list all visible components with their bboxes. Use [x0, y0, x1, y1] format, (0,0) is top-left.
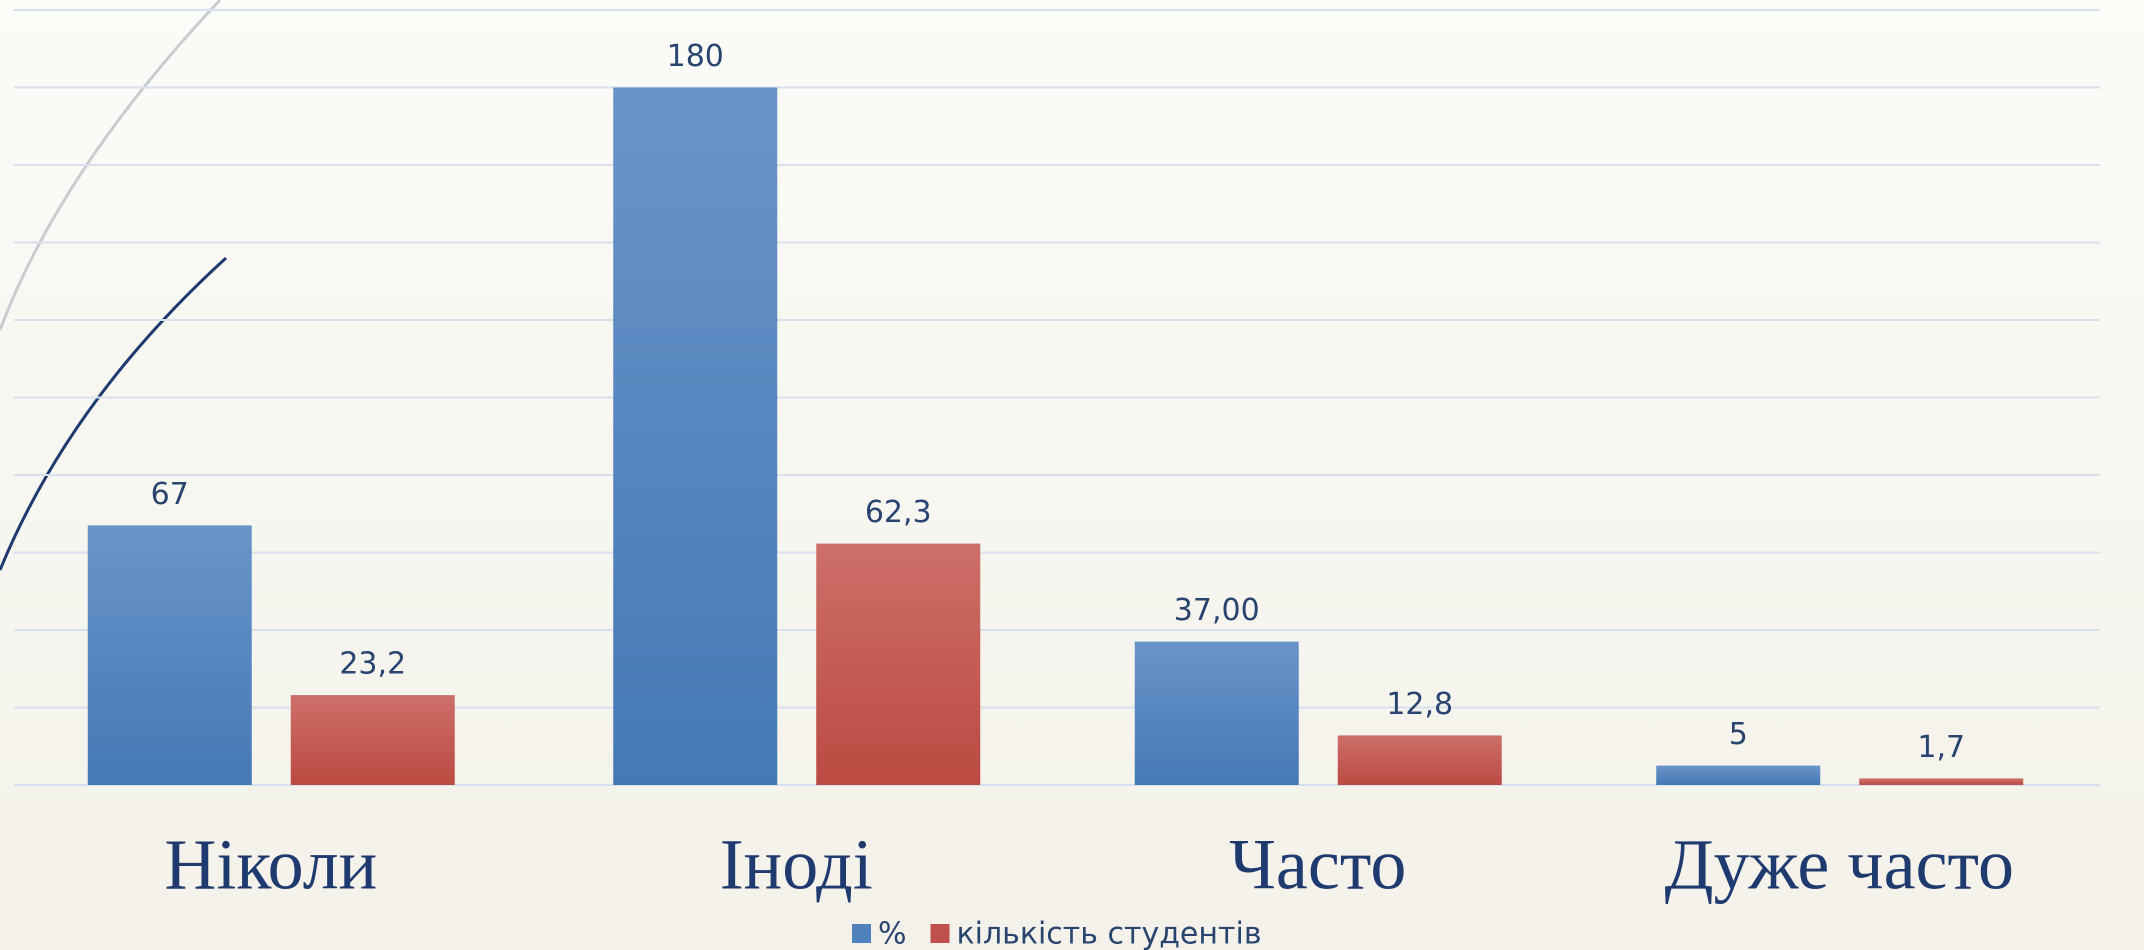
decoration-arc — [0, 0, 222, 331]
data-label: 12,8 — [1386, 687, 1453, 722]
bar — [290, 695, 455, 785]
data-label: 37,00 — [1174, 593, 1260, 628]
data-label: 23,2 — [339, 647, 406, 682]
data-label: 67 — [151, 477, 189, 512]
data-label: 5 — [1729, 717, 1748, 752]
x-tick-label: Ніколи — [164, 825, 377, 905]
plot: Ніколи 67 23,2 Іноді 180 62,3 Часто 37,00 12,8 Ду… — [14, 9, 2100, 950]
bar — [87, 525, 252, 785]
bar — [613, 87, 778, 785]
bar — [1134, 641, 1299, 785]
legend-swatch — [852, 924, 871, 943]
data-label: 1,7 — [1917, 730, 1965, 765]
data-label: 180 — [667, 39, 724, 74]
x-tick-label: Часто — [1229, 825, 1406, 905]
bar — [816, 543, 981, 785]
bar — [1859, 778, 2024, 785]
bar — [1656, 765, 1821, 785]
legend-label: кількість студентів — [957, 917, 1262, 950]
data-label: 62,3 — [865, 495, 932, 530]
legend-label: % — [878, 917, 907, 950]
legend-swatch — [930, 924, 950, 943]
decoration-arc — [0, 256, 228, 571]
bar — [1337, 735, 1502, 785]
x-tick-label: Дуже часто — [1664, 825, 2014, 905]
x-tick-label: Іноді — [720, 825, 873, 905]
